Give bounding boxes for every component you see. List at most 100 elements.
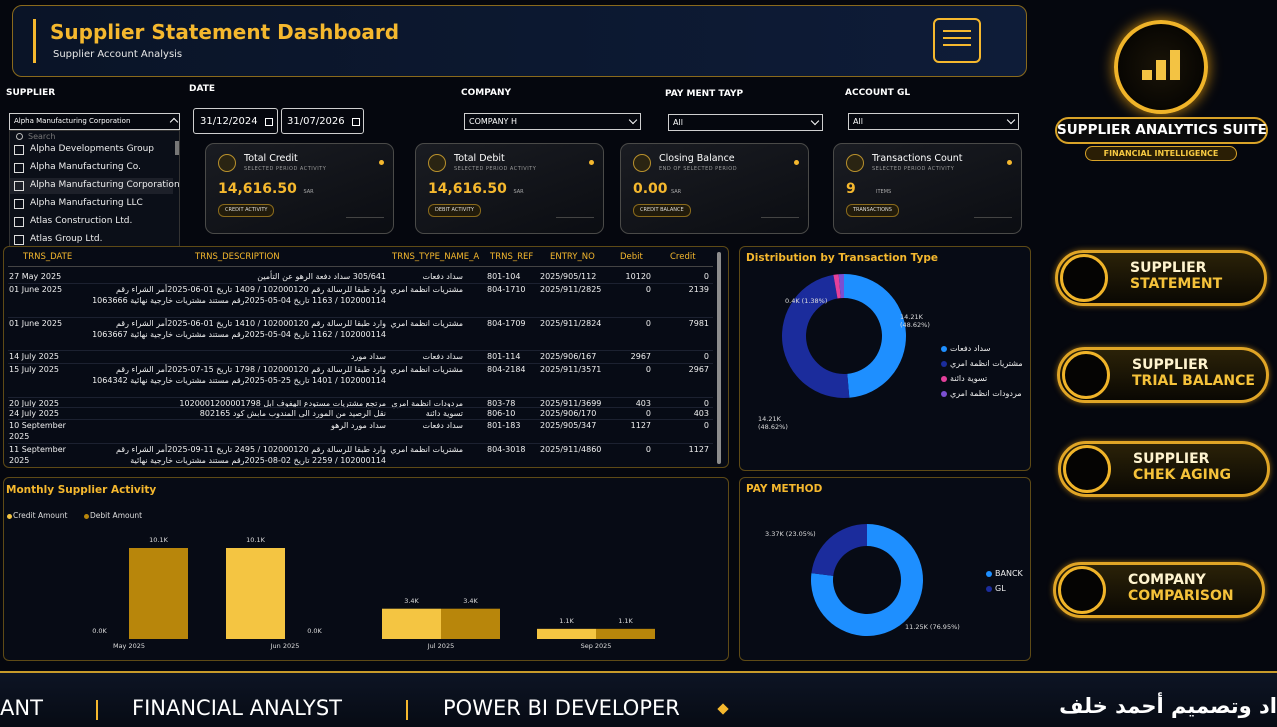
ticker: ANT FINANCIAL ANALYST POWER BI DEVELOPER اد… (0, 671, 1277, 727)
supplier-option[interactable]: Alpha Developments Group (30, 144, 154, 154)
scrollbar (175, 141, 179, 155)
legend-dot (7, 514, 12, 519)
legend-label[interactable]: Debit Amount (90, 511, 143, 520)
date-to[interactable]: 31/07/2026 (281, 108, 364, 134)
payment-select[interactable]: All (668, 114, 823, 131)
nav-icon (1063, 445, 1111, 493)
checkbox[interactable] (14, 145, 24, 155)
chart-panel: Monthly Supplier Activity Credit Amount De… (3, 477, 729, 661)
company-select[interactable]: COMPANY H (464, 113, 641, 130)
search-input[interactable]: Search (28, 132, 56, 141)
checkbox[interactable] (14, 163, 24, 173)
card-dot (589, 160, 594, 165)
donut-slice (838, 274, 844, 299)
nav-line1: SUPPLIER (1132, 357, 1209, 373)
supplier-option[interactable]: Atlas Group Ltd. (30, 234, 103, 244)
statement-icon (933, 18, 981, 63)
table-cell: وارد طبقا للرسالة رقم 102000120 / 1409 ت… (92, 285, 386, 305)
table-cell: 11 September 2025 (9, 445, 66, 465)
table-cell: 0 (645, 285, 651, 294)
column-header[interactable]: TRNS_DESCRIPTION (195, 252, 280, 262)
legend-dot (941, 391, 947, 397)
card-badge: CREDIT BALANCE (633, 204, 691, 217)
column-header[interactable]: Debit (620, 252, 643, 262)
kpi-card: Transactions Count SELECTED PERIOD ACTIVI… (833, 143, 1022, 234)
nav-button[interactable]: SUPPLIER CHEK AGING (1058, 441, 1270, 497)
data-label: 3.37K (23.05%) (765, 530, 816, 538)
checkbox[interactable] (14, 217, 24, 227)
column-header[interactable]: TRNS_REF (490, 252, 534, 262)
table-cell: مشتريات انظمة امري (390, 285, 463, 294)
legend-dot (84, 514, 89, 519)
table-cell: 10 September 2025 (9, 421, 66, 441)
card-badge: DEBIT ACTIVITY (428, 204, 481, 217)
supplier-option[interactable]: Atlas Construction Ltd. (30, 216, 133, 226)
title: Supplier Statement Dashboard (50, 20, 400, 44)
row-rule (8, 350, 713, 351)
data-label: 1.1K (559, 616, 574, 625)
account-select[interactable]: All (848, 113, 1019, 130)
column-header[interactable]: ENTRY_NO (550, 252, 595, 262)
data-label: 3.4K (404, 596, 419, 605)
chart-title: PAY METHOD (746, 483, 823, 495)
donut-slice (833, 274, 841, 299)
nav-line2: COMPARISON (1128, 588, 1234, 604)
column-header[interactable]: Credit (670, 252, 696, 262)
checkbox[interactable] (14, 199, 24, 209)
row-rule (8, 317, 713, 318)
card-badge: TRANSACTIONS (846, 204, 899, 217)
legend-dot (941, 346, 947, 352)
icon-line (943, 44, 971, 46)
x-tick-label: Jul 2025 (427, 642, 455, 650)
table-cell: 2967 (688, 365, 709, 374)
table-cell: 10120 (625, 272, 651, 281)
chart-canvas (782, 274, 906, 398)
logo-bar (1156, 60, 1166, 80)
legend-label[interactable]: BANCK (995, 569, 1023, 578)
date-from[interactable]: 31/12/2024 (193, 108, 278, 134)
supplier-option[interactable]: Alpha Manufacturing Corporation (30, 180, 180, 190)
nav-button[interactable]: SUPPLIER STATEMENT (1055, 250, 1267, 306)
card-badge: CREDIT ACTIVITY (218, 204, 275, 217)
donut-slice (811, 524, 923, 636)
nav-button[interactable]: COMPANY COMPARISON (1053, 562, 1265, 618)
logo-bar (1170, 50, 1180, 80)
bar (226, 548, 285, 639)
table-cell: 0 (703, 399, 709, 408)
supplier-option[interactable]: Alpha Manufacturing Co. (30, 162, 141, 172)
legend-label[interactable]: GL (995, 584, 1006, 593)
row-rule (8, 283, 713, 284)
column-header[interactable]: TRNS_TYPE_NAME_A (392, 252, 480, 262)
legend-label[interactable]: مردودات انظمة امري (950, 389, 1022, 398)
supplier-select[interactable]: Alpha Manufacturing Corporation (9, 113, 180, 130)
table-cell: سداد دفعات (422, 421, 463, 430)
supplier-option[interactable]: Alpha Manufacturing LLC (30, 198, 143, 208)
card-value: 14,616.50 (218, 181, 297, 197)
table-cell: 2025/905/112 (540, 272, 597, 281)
bar (537, 628, 596, 639)
table-cell: 27 May 2025 (9, 272, 62, 281)
table-cell: 1127 (688, 445, 709, 454)
legend-label[interactable]: سداد دفعات (950, 344, 991, 353)
table-cell: مردودات انظمة امري (391, 399, 463, 408)
legend-dot (941, 376, 947, 382)
card-value: 9 (846, 181, 856, 197)
data-label: 11.25K (76.95%) (905, 623, 960, 631)
table-cell: 15 July 2025 (9, 365, 60, 374)
nav-icon (1058, 566, 1106, 614)
nav-line2: CHEK AGING (1133, 467, 1232, 483)
checkbox[interactable] (14, 235, 24, 245)
table-cell: 2025/905/347 (540, 421, 597, 430)
table-cell: 801-183 (487, 421, 521, 430)
table-cell: 7981 (688, 319, 709, 328)
nav-button[interactable]: SUPPLIER TRIAL BALANCE (1057, 347, 1269, 403)
legend-label[interactable]: مشتريات انظمة امري (950, 359, 1023, 368)
checkbox[interactable] (14, 181, 24, 191)
filter-label: PAY MENT TAYP (665, 89, 744, 99)
filter-label: DATE (189, 84, 216, 94)
legend-label[interactable]: Credit Amount (13, 511, 68, 520)
legend-label[interactable]: تسوية دائنة (950, 374, 988, 383)
card-title: Total Debit (454, 153, 505, 164)
column-header[interactable]: TRNS_DATE (23, 252, 73, 262)
table-cell: 403 (693, 409, 709, 418)
